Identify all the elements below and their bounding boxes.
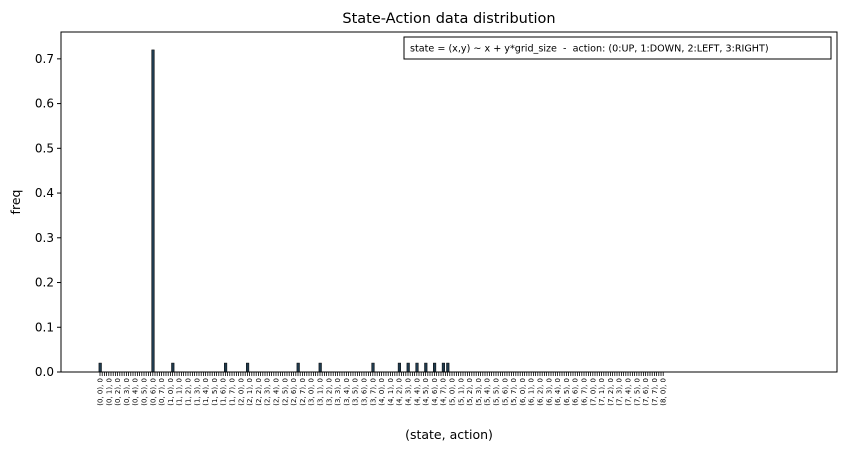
bar [415, 362, 419, 373]
x-tick-label: (2, 5), 0 [281, 378, 289, 406]
x-tick-label: (1, 0), 0 [167, 378, 175, 406]
x-tick-label: (2, 0), 0 [237, 378, 245, 406]
x-tick-label: (7, 2), 0 [607, 378, 615, 406]
x-tick-label: (6, 4), 0 [554, 378, 562, 406]
x-tick-label: (6, 6), 0 [572, 378, 580, 406]
bar [151, 49, 155, 373]
x-tick-label: (6, 7), 0 [581, 378, 589, 406]
bar [397, 362, 401, 373]
y-tick-label: 0.6 [35, 97, 54, 111]
x-tick-label: (3, 3), 0 [334, 378, 342, 406]
bar [433, 362, 437, 373]
x-tick-label: (5, 2), 0 [466, 378, 474, 406]
x-tick-label: (4, 1), 0 [387, 378, 395, 406]
x-tick-label: (1, 3), 0 [193, 378, 201, 406]
x-tick-label: (5, 3), 0 [475, 378, 483, 406]
bar [424, 362, 428, 373]
y-tick-label: 0.4 [35, 186, 54, 200]
x-tick-label: (8, 0), 0 [660, 378, 668, 406]
x-tick-label: (7, 4), 0 [625, 378, 633, 406]
x-tick-label: (6, 1), 0 [528, 378, 536, 406]
x-tick-label: (0, 7), 0 [158, 378, 166, 406]
bar [98, 362, 102, 373]
x-tick-label: (0, 5), 0 [141, 378, 149, 406]
x-tick-label: (6, 5), 0 [563, 378, 571, 406]
x-tick-label: (7, 3), 0 [616, 378, 624, 406]
x-tick-label: (7, 1), 0 [598, 378, 606, 406]
bar [371, 362, 375, 373]
x-tick-label: (6, 2), 0 [537, 378, 545, 406]
y-tick-label: 0.7 [35, 52, 54, 66]
bar [171, 362, 175, 373]
x-tick-label: (6, 3), 0 [545, 378, 553, 406]
x-tick-label: (1, 6), 0 [220, 378, 228, 406]
x-tick-label: (1, 2), 0 [185, 378, 193, 406]
x-tick-label: (0, 1), 0 [105, 378, 113, 406]
x-tick-label: (2, 3), 0 [264, 378, 272, 406]
x-tick-label: (5, 7), 0 [510, 378, 518, 406]
bar [446, 362, 450, 373]
x-axis: (0, 0), 0 (0, 1), 0 (0, 2), 0 (0, 3), 0 (0, … [97, 372, 668, 406]
y-tick-label: 0.2 [35, 276, 54, 290]
x-tick-label: (7, 7), 0 [651, 378, 659, 406]
x-tick-label: (2, 6), 0 [290, 378, 298, 406]
x-axis-label: (state, action) [405, 427, 493, 442]
bar [246, 362, 250, 373]
bar [224, 362, 228, 373]
annotation-border [403, 36, 832, 60]
x-tick-label: (0, 3), 0 [123, 378, 131, 406]
bar [318, 362, 322, 373]
x-tick-label: (7, 5), 0 [633, 378, 641, 406]
y-axis: 0.0 0.1 0.2 0.3 0.4 0.5 0.6 0.7 [35, 52, 61, 379]
x-tick-label: (1, 5), 0 [211, 378, 219, 406]
x-tick-label: (2, 4), 0 [273, 378, 281, 406]
chart-title: State-Action data distribution [342, 11, 555, 27]
annotation-box: state = (x,y) ~ x + y*grid_size - action… [403, 36, 832, 60]
x-tick-label: (0, 6), 0 [149, 378, 157, 406]
x-tick-label: (5, 0), 0 [449, 378, 457, 406]
x-tick-label: (1, 7), 0 [229, 378, 237, 406]
x-tick-label: (3, 6), 0 [361, 378, 369, 406]
x-tick-label: (4, 0), 0 [378, 378, 386, 406]
x-tick-label: (4, 4), 0 [413, 378, 421, 406]
x-tick-label: (7, 0), 0 [589, 378, 597, 406]
x-tick-label: (2, 7), 0 [299, 378, 307, 406]
x-tick-label: (0, 2), 0 [114, 378, 122, 406]
x-tick-label: (3, 7), 0 [369, 378, 377, 406]
annotation-text: state = (x,y) ~ x + y*grid_size - action… [410, 44, 769, 55]
x-tick-label: (0, 4), 0 [132, 378, 140, 406]
plot-frame [60, 31, 838, 373]
x-tick-label: (3, 2), 0 [325, 378, 333, 406]
x-tick-label: (3, 4), 0 [343, 378, 351, 406]
y-tick-label: 0.5 [35, 141, 54, 155]
x-tick-label: (4, 6), 0 [431, 378, 439, 406]
x-tick-label: (6, 0), 0 [519, 378, 527, 406]
x-tick-label: (1, 4), 0 [202, 378, 210, 406]
x-tick-label: (3, 5), 0 [352, 378, 360, 406]
x-tick-label: (7, 6), 0 [642, 378, 650, 406]
x-tick-label: (4, 7), 0 [440, 378, 448, 406]
x-tick-label: (4, 2), 0 [396, 378, 404, 406]
x-tick-label: (0, 0), 0 [97, 378, 105, 406]
bars-layer [98, 49, 450, 373]
x-tick-label: (5, 6), 0 [501, 378, 509, 406]
bar [406, 362, 410, 373]
y-axis-label: freq [8, 190, 23, 215]
x-tick-label: (5, 5), 0 [493, 378, 501, 406]
y-tick-label: 0.1 [35, 320, 54, 334]
x-tick-label: (5, 1), 0 [457, 378, 465, 406]
bar [441, 362, 445, 373]
x-tick-label: (4, 3), 0 [405, 378, 413, 406]
x-tick-label: (1, 1), 0 [176, 378, 184, 406]
x-tick-label: (3, 1), 0 [317, 378, 325, 406]
y-tick-label: 0.0 [35, 365, 54, 379]
y-tick-label: 0.3 [35, 231, 54, 245]
x-tick-label: (5, 4), 0 [484, 378, 492, 406]
x-tick-label: (4, 5), 0 [422, 378, 430, 406]
bar [296, 362, 300, 373]
x-tick-label: (2, 1), 0 [246, 378, 254, 406]
x-tick-label: (2, 2), 0 [255, 378, 263, 406]
x-tick-label: (3, 0), 0 [308, 378, 316, 406]
